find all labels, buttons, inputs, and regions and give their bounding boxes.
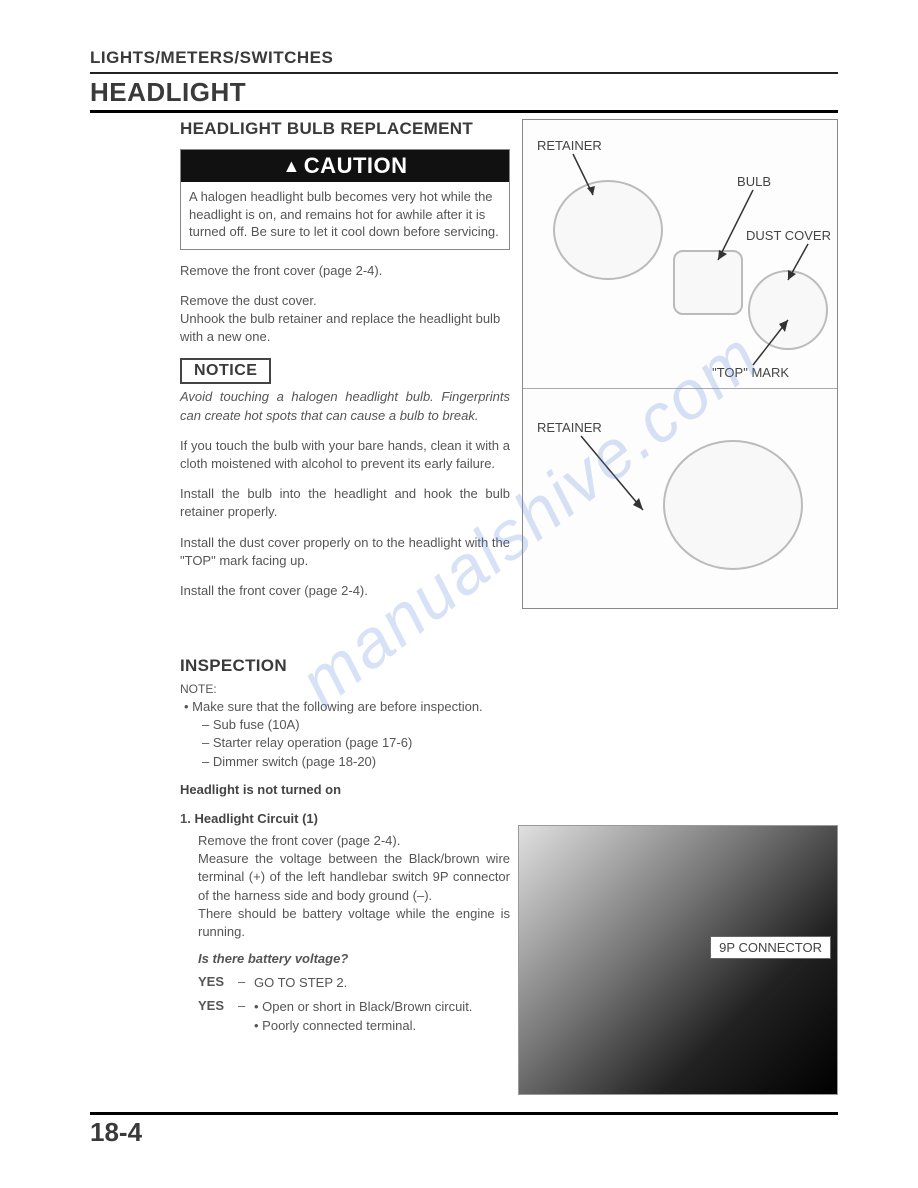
answer-label: YES	[198, 974, 238, 992]
text: There should be battery voltage while th…	[198, 906, 510, 939]
para-install-bulb: Install the bulb into the headlight and …	[180, 485, 510, 521]
step-number: 1.	[180, 811, 191, 826]
answer-body: GO TO STEP 2.	[254, 974, 510, 992]
step-body: Remove the front cover (page 2-4). Measu…	[180, 832, 510, 941]
note-item: Make sure that the following are before …	[180, 698, 510, 771]
text: Measure the voltage between the Black/br…	[198, 851, 510, 902]
answer-bullet: Open or short in Black/Brown circuit.	[254, 998, 510, 1016]
section-heading-replacement: HEADLIGHT BULB REPLACEMENT	[180, 119, 510, 139]
para-remove-cover: Remove the front cover (page 2-4).	[180, 262, 510, 280]
sub-item: Sub fuse (10A)	[202, 716, 510, 734]
page-number: 18-4	[90, 1117, 838, 1148]
chapter-header: LIGHTS/METERS/SWITCHES	[90, 48, 838, 74]
note-label: NOTE:	[180, 682, 510, 696]
text: Remove the front cover (page 2-4).	[198, 833, 400, 848]
dash: –	[238, 974, 254, 992]
sub-item: Starter relay operation (page 17-6)	[202, 734, 510, 752]
caution-label: CAUTION	[304, 153, 408, 178]
caution-box: ▲CAUTION A halogen headlight bulb become…	[180, 149, 510, 250]
para-install-cover: Install the front cover (page 2-4).	[180, 582, 510, 600]
diagram-box: RETAINER BULB DUST COVER "TOP" MARK RETA…	[522, 119, 838, 609]
photo-label-connector: 9P CONNECTOR	[710, 936, 831, 959]
warning-icon: ▲	[282, 156, 300, 176]
answer-yes-2: YES – Open or short in Black/Brown circu…	[180, 998, 510, 1034]
text: Remove the dust cover.	[180, 293, 317, 308]
step-1: 1. Headlight Circuit (1)	[180, 811, 510, 826]
note-sublist: Sub fuse (10A) Starter relay operation (…	[184, 716, 510, 771]
photo-connector: 9P CONNECTOR	[518, 825, 838, 1095]
page-footer: 18-4	[90, 1112, 838, 1148]
dash: –	[238, 998, 254, 1034]
inspection-notes: Make sure that the following are before …	[180, 698, 510, 771]
para-install-dust: Install the dust cover properly on to th…	[180, 534, 510, 570]
section-heading-inspection: INSPECTION	[180, 656, 510, 676]
step-title: Headlight Circuit (1)	[194, 811, 318, 826]
text: Make sure that the following are before …	[192, 699, 483, 714]
caution-text: A halogen headlight bulb becomes very ho…	[181, 182, 509, 249]
sub-item: Dimmer switch (page 18-20)	[202, 753, 510, 771]
notice-label: NOTICE	[180, 358, 271, 384]
notice-text: Avoid touching a halogen headlight bulb.…	[180, 388, 510, 424]
para-clean: If you touch the bulb with your bare han…	[180, 437, 510, 473]
text: Unhook the bulb retainer and replace the…	[180, 311, 500, 344]
para-remove-dust: Remove the dust cover. Unhook the bulb r…	[180, 292, 510, 347]
answer-body: Open or short in Black/Brown circuit. Po…	[254, 998, 510, 1034]
left-column: HEADLIGHT BULB REPLACEMENT ▲CAUTION A ha…	[180, 119, 510, 1041]
diagnostic-question: Is there battery voltage?	[180, 951, 510, 966]
caution-header: ▲CAUTION	[181, 150, 509, 182]
answer-label: YES	[198, 998, 238, 1034]
answer-bullet: Poorly connected terminal.	[254, 1017, 510, 1035]
diagram-arrows	[523, 120, 837, 608]
answer-yes-1: YES – GO TO STEP 2.	[180, 974, 510, 992]
page-title: HEADLIGHT	[90, 77, 838, 113]
symptom-heading: Headlight is not turned on	[180, 781, 510, 799]
